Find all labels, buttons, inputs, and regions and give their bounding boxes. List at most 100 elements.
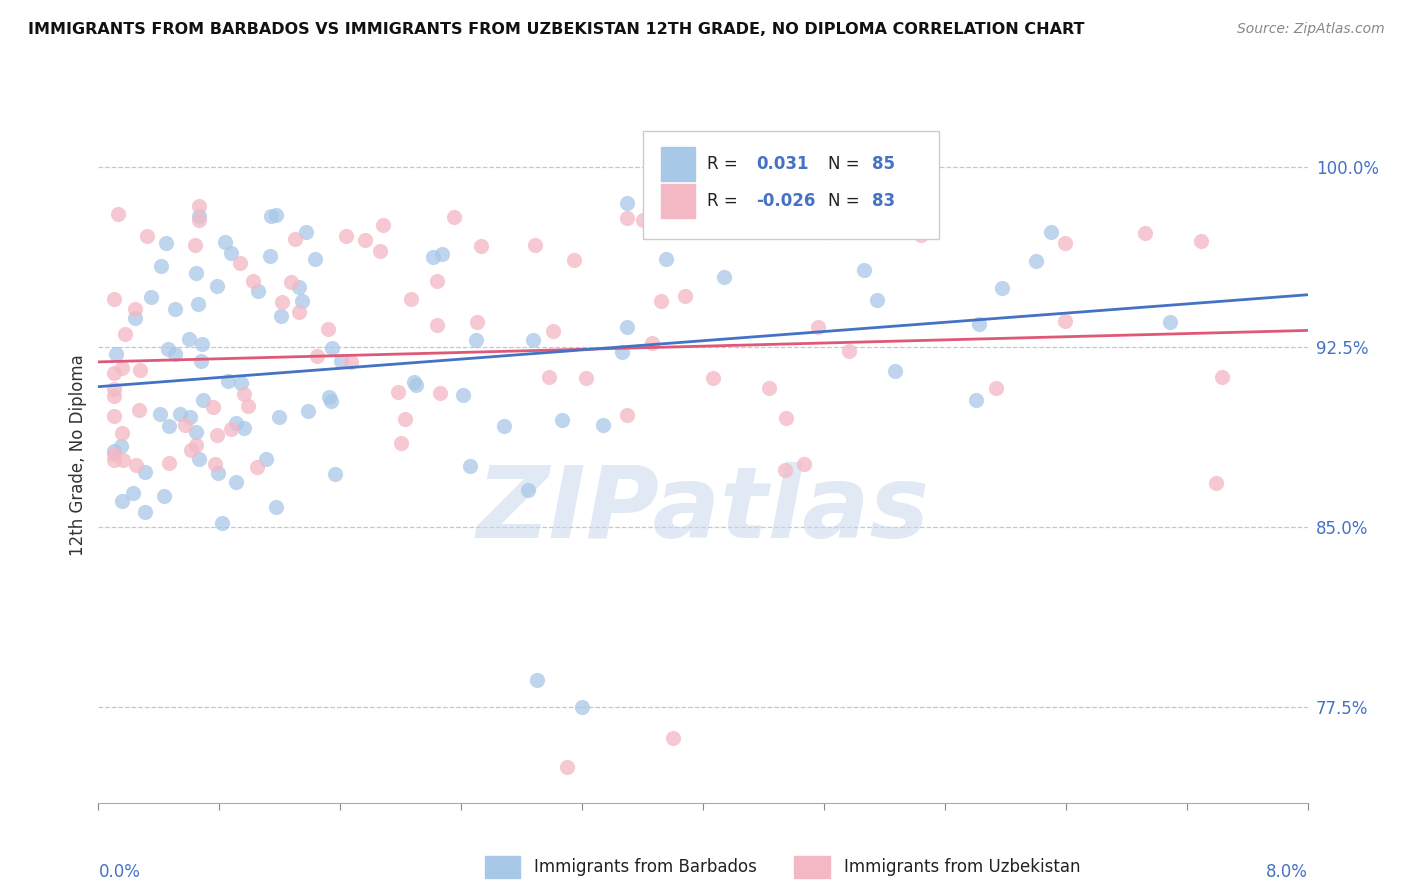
Point bbox=[259, 209, 281, 223]
Point bbox=[793, 457, 815, 471]
Point bbox=[188, 452, 211, 467]
Point bbox=[813, 225, 835, 239]
Point bbox=[335, 229, 357, 244]
Point bbox=[125, 458, 148, 472]
Point bbox=[103, 444, 125, 458]
Point bbox=[426, 318, 449, 332]
Point bbox=[494, 418, 516, 433]
Point bbox=[852, 262, 875, 277]
Point bbox=[426, 274, 449, 288]
Point bbox=[103, 389, 125, 403]
Point bbox=[1053, 314, 1076, 328]
Point bbox=[180, 442, 202, 457]
Point bbox=[319, 393, 342, 408]
Point bbox=[288, 279, 311, 293]
Point bbox=[910, 227, 932, 242]
Point bbox=[373, 219, 395, 233]
Point bbox=[616, 408, 638, 422]
Point bbox=[773, 463, 796, 477]
Point bbox=[1133, 226, 1156, 240]
Point bbox=[1053, 235, 1076, 250]
Point bbox=[157, 456, 180, 470]
Point bbox=[353, 234, 375, 248]
Point bbox=[330, 353, 353, 368]
Point bbox=[150, 260, 173, 274]
Point bbox=[134, 465, 156, 479]
Point bbox=[183, 237, 205, 252]
Point bbox=[965, 393, 987, 408]
Point bbox=[153, 489, 176, 503]
Point bbox=[526, 673, 548, 688]
Point bbox=[865, 293, 887, 308]
Point bbox=[616, 319, 638, 334]
Text: 8.0%: 8.0% bbox=[1265, 863, 1308, 880]
Point bbox=[187, 297, 209, 311]
Point bbox=[807, 319, 830, 334]
Point bbox=[443, 210, 465, 224]
Point bbox=[214, 235, 236, 250]
Point bbox=[430, 247, 453, 261]
Point bbox=[1205, 476, 1227, 491]
Point bbox=[562, 252, 585, 267]
Point bbox=[616, 211, 638, 226]
Point bbox=[538, 370, 561, 384]
Point bbox=[318, 390, 340, 404]
Point bbox=[1025, 253, 1047, 268]
Point bbox=[232, 421, 254, 435]
Point bbox=[231, 376, 253, 390]
Point bbox=[242, 274, 264, 288]
Text: N =: N = bbox=[828, 192, 865, 210]
Point bbox=[775, 410, 797, 425]
Point bbox=[517, 483, 540, 497]
Point bbox=[284, 232, 307, 246]
Point bbox=[616, 196, 638, 211]
Point bbox=[323, 467, 346, 481]
Point bbox=[967, 317, 990, 331]
Y-axis label: 12th Grade, No Diploma: 12th Grade, No Diploma bbox=[69, 354, 87, 556]
Point bbox=[321, 342, 343, 356]
Point bbox=[1159, 315, 1181, 329]
Point bbox=[1039, 225, 1062, 239]
Point bbox=[522, 333, 544, 347]
Point bbox=[207, 428, 229, 442]
Point bbox=[287, 305, 309, 319]
Point bbox=[631, 212, 654, 227]
Point bbox=[204, 457, 226, 471]
Point bbox=[254, 451, 277, 466]
Point bbox=[225, 416, 247, 430]
Point bbox=[111, 494, 134, 508]
Point bbox=[458, 458, 481, 473]
Point bbox=[238, 399, 260, 413]
Point bbox=[134, 505, 156, 519]
Point bbox=[270, 309, 292, 323]
Point bbox=[641, 335, 664, 350]
Point bbox=[368, 244, 391, 258]
Point bbox=[225, 475, 247, 490]
Text: ZIPatlas: ZIPatlas bbox=[477, 462, 929, 559]
Text: R =: R = bbox=[707, 192, 742, 210]
Point bbox=[571, 699, 593, 714]
Point bbox=[191, 392, 214, 407]
Point bbox=[232, 387, 254, 401]
Point bbox=[555, 760, 578, 774]
Text: -0.026: -0.026 bbox=[756, 192, 815, 210]
Point bbox=[270, 295, 292, 310]
Point bbox=[264, 209, 287, 223]
Point bbox=[984, 381, 1007, 395]
Point bbox=[247, 285, 270, 299]
Point bbox=[190, 354, 212, 368]
Text: 85: 85 bbox=[872, 155, 896, 173]
Text: Immigrants from Uzbekistan: Immigrants from Uzbekistan bbox=[844, 858, 1080, 876]
Point bbox=[259, 249, 281, 263]
Text: Immigrants from Barbados: Immigrants from Barbados bbox=[534, 858, 758, 876]
Point bbox=[187, 199, 209, 213]
Point bbox=[217, 374, 239, 388]
Point bbox=[114, 327, 136, 342]
Point bbox=[422, 250, 444, 264]
Point bbox=[465, 333, 488, 347]
Point bbox=[173, 417, 195, 432]
Point bbox=[405, 378, 427, 392]
Point bbox=[404, 375, 426, 389]
Point bbox=[851, 212, 873, 227]
Point bbox=[148, 407, 170, 421]
